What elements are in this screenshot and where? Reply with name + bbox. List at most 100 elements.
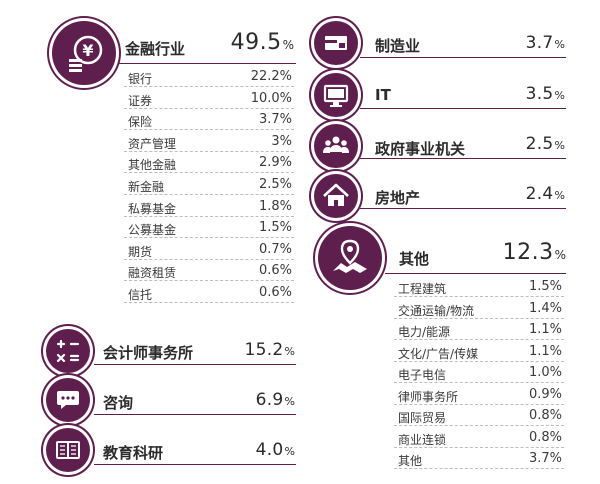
category-rule — [360, 108, 566, 109]
sub-item-divider — [124, 172, 294, 174]
category-value: 4.0% — [205, 440, 295, 460]
sub-item-label: 资产管理 — [128, 136, 177, 151]
sub-item-label: 电力/能源 — [398, 325, 451, 339]
sub-item-divider — [394, 403, 564, 405]
value-number: 12.3 — [502, 240, 554, 265]
value-unit: % — [554, 139, 565, 152]
monitor-icon — [323, 84, 349, 107]
sub-item-label: 融资租赁 — [128, 266, 177, 281]
category-value: 12.3% — [460, 240, 566, 265]
accounting-icon-badge — [46, 329, 90, 373]
category-value: 2.5% — [475, 134, 565, 154]
sub-item-label: 商业连锁 — [398, 432, 447, 447]
it-icon-badge — [314, 73, 358, 117]
value-number: 2.5 — [525, 134, 554, 154]
sub-item-label: 信托 — [128, 288, 153, 302]
sub-item-divider — [124, 86, 294, 87]
sub-item-divider — [394, 425, 564, 426]
sub-item-value: 2.5% — [258, 177, 292, 192]
category-rule — [94, 414, 296, 415]
sub-item-divider — [394, 317, 564, 319]
category-title: IT — [375, 86, 391, 104]
sub-item-value: 1.5% — [528, 279, 562, 294]
sub-item-label: 新金融 — [128, 180, 165, 194]
category-title: 金融行业 — [125, 40, 186, 58]
sub-item-label: 私募基金 — [128, 201, 177, 216]
sub-item-divider — [394, 468, 564, 469]
category-title: 咨询 — [103, 394, 134, 412]
sub-item-divider — [394, 339, 564, 340]
sub-item-divider — [124, 302, 294, 303]
house-icon — [323, 183, 349, 206]
value-number: 6.9 — [255, 390, 284, 410]
manufacturing-icon-badge — [314, 21, 358, 65]
sub-item-value: 1.1% — [528, 343, 562, 359]
value-unit: % — [554, 189, 565, 202]
sub-item-label: 电子电信 — [398, 368, 447, 382]
sub-item-value: 0.6% — [258, 285, 292, 300]
value-unit: % — [284, 445, 295, 458]
category-value: 49.5% — [190, 30, 294, 55]
sub-item-value: 0.6% — [258, 263, 292, 279]
category-rule — [360, 208, 566, 209]
sub-item-label: 保险 — [128, 115, 153, 130]
value-unit: % — [282, 38, 294, 52]
yen-coin-icon: ¥ — [69, 35, 103, 72]
sub-item-value: 10.0% — [250, 90, 292, 106]
sub-item-value: 22.2% — [250, 69, 292, 84]
category-value: 2.4% — [475, 184, 565, 204]
value-unit: % — [284, 395, 295, 408]
consulting-icon-badge — [46, 378, 90, 422]
category-rule — [385, 273, 566, 274]
sub-item-divider — [394, 296, 564, 297]
sub-item-value: 3% — [271, 133, 292, 149]
real-estate-icon-badge — [314, 174, 358, 218]
category-title: 会计师事务所 — [103, 344, 194, 362]
sub-item-value: 1.0% — [528, 365, 562, 380]
category-rule — [118, 63, 296, 64]
sub-item-value: 3.7% — [258, 112, 292, 128]
sub-item-value: 1.1% — [528, 322, 562, 337]
sub-item-label: 期货 — [128, 244, 153, 259]
category-title: 政府事业机关 — [375, 140, 466, 158]
value-number: 2.4 — [525, 184, 554, 204]
calculator-icon — [56, 339, 80, 363]
category-value: 15.2% — [205, 340, 295, 360]
sub-item-value: 2.9% — [258, 155, 292, 171]
sub-item-divider — [394, 446, 564, 448]
value-number: 49.5 — [230, 30, 282, 55]
chat-bubble-icon — [57, 391, 79, 409]
sub-item-label: 律师事务所 — [398, 389, 459, 404]
sub-item-value: 1.8% — [258, 198, 292, 214]
value-unit: % — [554, 38, 565, 51]
map-pin-icon — [333, 239, 367, 273]
value-unit: % — [554, 248, 566, 262]
category-value: 3.7% — [475, 33, 565, 53]
sub-item-label: 证券 — [128, 93, 153, 108]
category-rule — [360, 57, 566, 58]
sub-item-label: 其他金融 — [128, 158, 177, 173]
sub-item-label: 其他 — [398, 454, 423, 468]
sub-item-label: 文化/广告/传媒 — [398, 346, 479, 361]
sub-item-divider — [394, 360, 564, 362]
sub-item-label: 国际贸易 — [398, 411, 447, 425]
education-icon-badge — [46, 428, 90, 472]
sub-item-value: 0.8% — [528, 429, 562, 445]
sub-item-divider — [394, 382, 564, 383]
book-icon — [56, 441, 80, 459]
sub-item-divider — [124, 258, 294, 260]
sub-item-divider — [124, 107, 294, 109]
factory-icon — [325, 36, 347, 50]
category-value: 6.9% — [205, 390, 295, 410]
sub-item-label: 银行 — [128, 72, 153, 86]
sub-item-value: 0.7% — [258, 241, 292, 257]
sub-item-label: 工程建筑 — [398, 282, 447, 296]
sub-item-divider — [124, 215, 294, 217]
category-title: 其他 — [399, 250, 430, 268]
svg-text:¥: ¥ — [82, 41, 93, 60]
sub-item-divider — [124, 150, 294, 152]
category-rule — [360, 158, 566, 159]
sub-item-value: 0.9% — [528, 386, 562, 402]
value-number: 3.7 — [525, 33, 554, 53]
value-number: 4.0 — [255, 440, 284, 460]
